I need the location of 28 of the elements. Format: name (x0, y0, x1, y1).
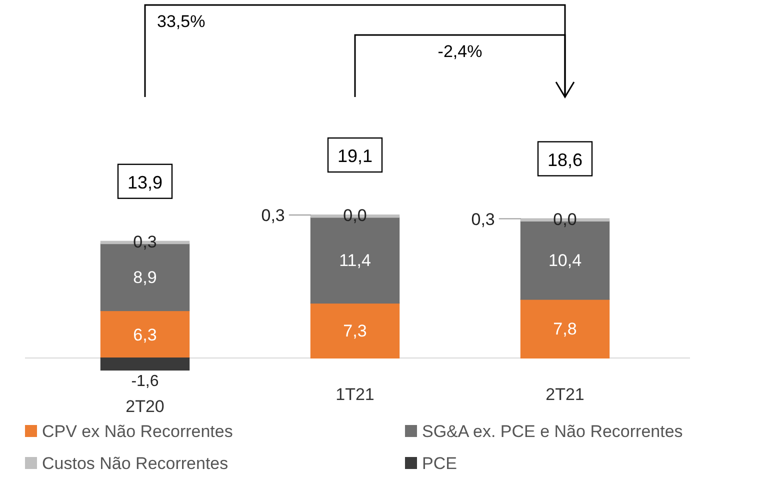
data-label: 0,3 (471, 210, 495, 229)
x-tick-label: 2T20 (126, 397, 164, 416)
bar (100, 310, 190, 358)
data-label: 0,0 (553, 210, 577, 229)
data-label: 11,4 (339, 251, 371, 270)
text: -2,4% (438, 42, 482, 61)
legend-label: CPV ex Não Recorrentes (42, 422, 233, 441)
x-tick-label: 1T21 (336, 385, 374, 404)
text: 33,5% (157, 12, 206, 31)
total-label: 13,9 (127, 172, 163, 192)
legend-label: SG&A ex. PCE e Não Recorrentes (422, 422, 683, 441)
legend-label: Custos Não Recorrentes (42, 454, 228, 473)
bar (310, 302, 400, 358)
total-label: 18,6 (547, 150, 583, 170)
bar (520, 298, 610, 358)
data-label: 7,3 (343, 322, 367, 341)
bar (100, 358, 190, 371)
total-label: 19,1 (337, 146, 373, 166)
x-tick-label: 2T21 (546, 385, 584, 404)
data-label: 8,9 (133, 268, 157, 288)
legend-label: PCE (422, 454, 457, 473)
data-label: 0,3 (261, 206, 285, 225)
data-label: 6,3 (133, 325, 157, 344)
data-label: 10,4 (548, 251, 582, 270)
data-label: 7,8 (553, 320, 577, 339)
data-label: 0,0 (343, 206, 367, 225)
data-label: 0,3 (133, 232, 157, 252)
data-label: -1,6 (131, 373, 159, 390)
